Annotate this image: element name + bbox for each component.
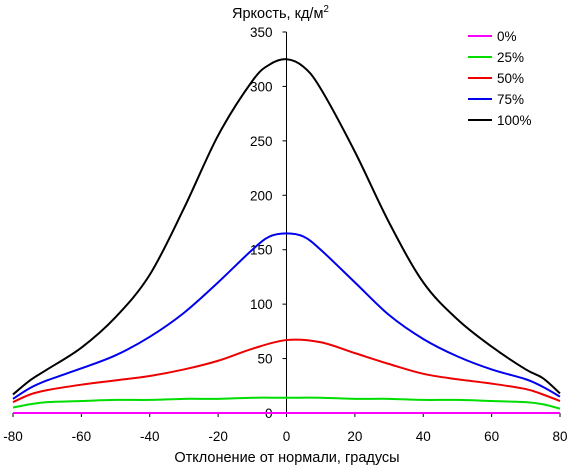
y-axis-title-text: Яркость, кд/м [232,6,323,22]
x-tick-label: -40 [140,429,160,444]
y-tick-label: 200 [250,188,273,203]
series-line-2 [12,396,561,410]
legend-label-2: 25% [497,50,524,65]
legend: 0% 25% 50% 75% 100% [468,29,532,128]
y-tick-label: 300 [250,79,273,94]
x-axis-title: Отклонение от нормали, градусы [174,450,399,466]
y-tick-label: 50 [257,352,272,367]
x-tick-label: 20 [347,429,362,444]
x-tick-label: -80 [3,429,23,444]
legend-label-5: 100% [497,113,532,128]
x-tick-label: 60 [484,429,499,444]
x-tick-label: 40 [416,429,431,444]
x-tick-label: 80 [552,429,567,444]
x-tick-label: -60 [72,429,92,444]
x-tick-label: 0 [283,429,291,444]
y-tick-label: 150 [250,243,273,258]
y-axis-title-superscript: 2 [323,4,329,15]
x-tick-label: -20 [208,429,228,444]
y-tick-label: 350 [250,25,273,40]
y-axis-title: Яркость, кд/м2 [232,4,329,22]
series-line-5 [12,58,561,396]
y-tick-label: 250 [250,134,273,149]
legend-label-3: 50% [497,71,524,86]
legend-label-1: 0% [497,29,517,44]
legend-label-4: 75% [497,92,524,107]
series-line-3 [12,338,561,404]
y-tick-label: 100 [250,297,273,312]
series-lines [12,58,561,414]
series-line-4 [12,232,561,400]
